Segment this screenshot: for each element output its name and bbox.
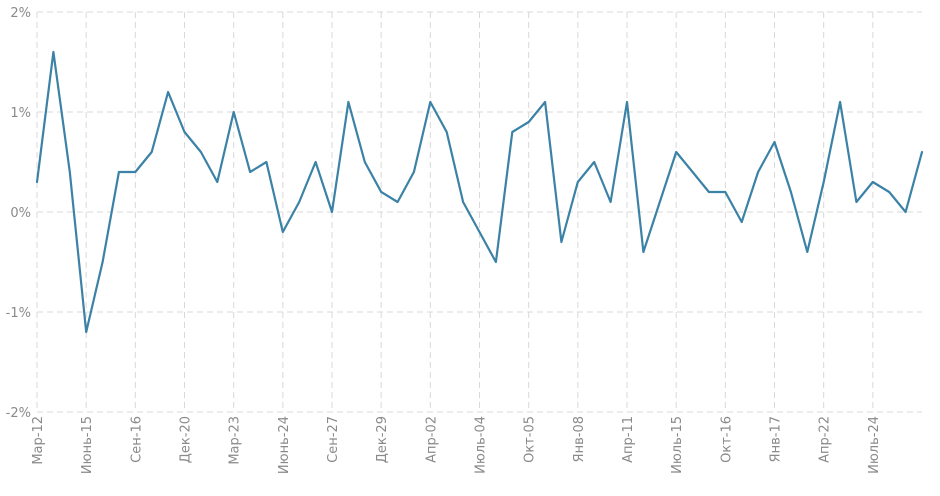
- x-tick-label: Сен-27: [326, 416, 341, 463]
- x-tick-label: Мар-12: [31, 416, 46, 465]
- x-tick-label: Апр-11: [621, 416, 636, 463]
- x-tick-label: Янв-17: [769, 416, 784, 462]
- series-line: [35, 50, 924, 334]
- x-tick-label: Июль-04: [474, 416, 489, 474]
- x-tick-label: Июнь-15: [80, 416, 95, 474]
- x-tick-label: Мар-23: [228, 416, 243, 465]
- x-tick-label: Янв-08: [572, 416, 587, 462]
- x-tick-label: Июль-15: [670, 416, 685, 474]
- y-tick-label: 2%: [10, 6, 31, 21]
- x-tick-label: Июль-24: [867, 416, 882, 474]
- x-tick-label: Дек-29: [375, 416, 390, 463]
- x-tick-label: Окт-16: [719, 416, 734, 463]
- y-axis-tick-labels: 2% 1% 0% -1% -2%: [6, 6, 31, 421]
- y-tick-label: -1%: [6, 306, 31, 321]
- x-axis-tick-labels: Мар-12 Июнь-15 Сен-16 Дек-20 Мар-23 Июнь-24 Се…: [31, 416, 882, 474]
- x-tick-label: Июнь-24: [277, 416, 292, 474]
- y-tick-label: 1%: [10, 106, 31, 121]
- y-tick-label: -2%: [6, 406, 31, 421]
- x-gridlines: [36, 12, 874, 412]
- x-tick-label: Сен-16: [129, 416, 144, 463]
- x-tick-label: Апр-22: [818, 416, 833, 463]
- x-tick-label: Окт-05: [523, 416, 538, 463]
- series-layer: [35, 50, 924, 334]
- x-tick-label: Дек-20: [179, 416, 194, 463]
- y-tick-label: 0%: [10, 206, 31, 221]
- x-tick-label: Апр-02: [424, 416, 439, 463]
